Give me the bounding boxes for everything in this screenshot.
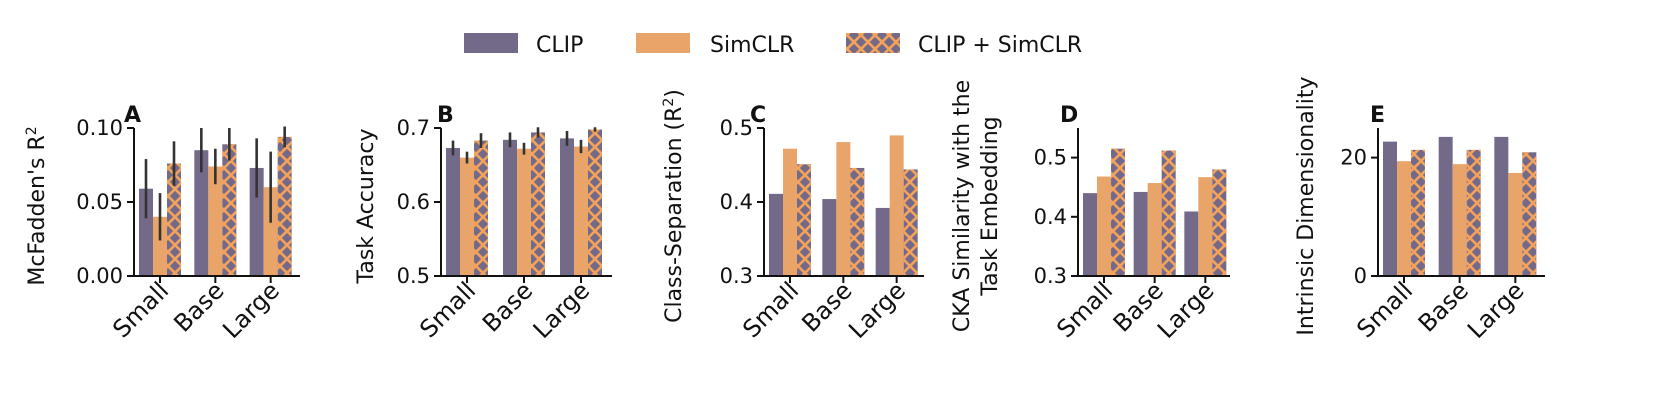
bar-d-simclr-small bbox=[1097, 176, 1111, 276]
bar-e-clip-small bbox=[1383, 141, 1397, 276]
bar-hatch-a-small bbox=[167, 163, 181, 276]
bar-b-clip-small bbox=[446, 147, 460, 276]
bar-b-clip-base bbox=[503, 139, 517, 276]
bar-hatch-e-base bbox=[1466, 149, 1481, 276]
legend-label-clip: CLIP bbox=[536, 33, 583, 58]
bar-e-clip-base bbox=[1438, 136, 1453, 276]
y-axis-label-d: CKA Similarity with the bbox=[950, 80, 975, 332]
bar-c-clip-small bbox=[769, 193, 783, 276]
bar-d-clip-base bbox=[1133, 191, 1148, 276]
bar-d-simclr-base bbox=[1147, 183, 1162, 276]
y-tick-label-d-0: 0.3 bbox=[1034, 264, 1067, 288]
y-tick-label-d-2: 0.5 bbox=[1034, 146, 1067, 170]
bar-e-simclr-small bbox=[1397, 161, 1411, 276]
y-axis-label-line2-d: Task Embedding bbox=[978, 116, 1003, 296]
bar-b-simclr-base bbox=[517, 148, 531, 276]
y-tick-label-e-1: 20 bbox=[1340, 146, 1367, 170]
bar-hatch-d-large bbox=[1212, 169, 1227, 276]
bar-hatch-d-base bbox=[1161, 150, 1176, 276]
x-tick-label-b-base: Base bbox=[477, 276, 538, 337]
y-tick-label-a-0: 0.00 bbox=[76, 264, 123, 288]
panel-letter-e: E bbox=[1370, 103, 1385, 128]
bar-c-simclr-base bbox=[836, 142, 851, 276]
y-tick-label-d-1: 0.4 bbox=[1034, 205, 1067, 229]
bar-hatch-d-small bbox=[1111, 148, 1125, 276]
bar-b-simclr-small bbox=[460, 157, 474, 276]
bar-d-clip-large bbox=[1184, 211, 1199, 276]
y-tick-label-a-2: 0.10 bbox=[76, 116, 123, 140]
bar-a-clip-large bbox=[249, 167, 264, 276]
bar-hatch-b-large bbox=[588, 129, 602, 276]
y-axis-label-e: Intrinsic Dimensionality bbox=[1294, 76, 1319, 335]
y-tick-label-c-1: 0.4 bbox=[720, 190, 753, 214]
bar-hatch-e-small bbox=[1411, 149, 1425, 276]
bar-a-simclr-small bbox=[153, 216, 167, 276]
y-axis-label-suffix-c: ) bbox=[662, 89, 687, 98]
bar-hatch-b-base bbox=[531, 132, 545, 276]
bar-c-simclr-large bbox=[889, 135, 904, 276]
bar-e-simclr-base bbox=[1452, 164, 1467, 276]
bar-hatch-b-small bbox=[474, 140, 488, 276]
legend-item-simclr: SimCLR bbox=[636, 33, 794, 58]
bar-c-clip-large bbox=[875, 207, 890, 276]
x-tick-label-e-base: Base bbox=[1413, 276, 1474, 337]
y-tick-label-c-0: 0.3 bbox=[720, 264, 753, 288]
bar-e-simclr-large bbox=[1508, 172, 1523, 276]
bar-hatch-c-small bbox=[797, 164, 811, 276]
legend-label-simclr: SimCLR bbox=[710, 33, 794, 58]
bar-e-clip-large bbox=[1494, 136, 1509, 276]
legend-label-clip-simclr: CLIP + SimCLR bbox=[918, 33, 1082, 58]
y-axis-label-a: McFadden's R2 bbox=[24, 126, 50, 285]
x-tick-label-c-large: Large bbox=[843, 276, 911, 344]
bar-hatch-a-large bbox=[277, 136, 292, 276]
bar-hatch-e-large bbox=[1522, 152, 1537, 276]
y-tick-label-c-2: 0.5 bbox=[720, 116, 753, 140]
legend-item-clip-simclr: CLIP + SimCLR bbox=[846, 33, 1082, 58]
bar-hatch-a-base bbox=[222, 144, 237, 276]
legend-swatch-clip-simclr-hatch bbox=[846, 33, 900, 53]
x-tick-label-e-large: Large bbox=[1462, 276, 1530, 344]
bar-a-clip-small bbox=[139, 188, 153, 276]
y-axis-label-sup-a: 2 bbox=[24, 126, 40, 135]
bar-c-clip-base bbox=[822, 199, 837, 276]
panel-letter-c: C bbox=[750, 103, 766, 128]
legend-swatch-clip bbox=[464, 33, 518, 53]
panel-letter-b: B bbox=[437, 103, 454, 128]
bar-hatch-c-base bbox=[850, 167, 865, 276]
y-tick-label-e-0: 0 bbox=[1354, 264, 1367, 288]
x-tick-label-b-large: Large bbox=[528, 276, 596, 344]
legend: CLIP SimCLR CLIP + SimCLR bbox=[464, 33, 1082, 58]
bar-b-simclr-large bbox=[574, 146, 588, 276]
y-tick-label-b-0: 0.5 bbox=[397, 264, 430, 288]
x-tick-label-d-large: Large bbox=[1152, 276, 1220, 344]
bar-a-simclr-large bbox=[263, 187, 278, 276]
legend-item-clip: CLIP bbox=[464, 33, 583, 58]
y-tick-label-b-1: 0.6 bbox=[397, 190, 430, 214]
y-axis-label-sup-c: 2 bbox=[661, 98, 677, 107]
bar-d-clip-small bbox=[1083, 193, 1097, 276]
bar-a-simclr-base bbox=[208, 166, 223, 276]
bar-c-simclr-small bbox=[783, 148, 797, 276]
bar-a-clip-base bbox=[194, 150, 209, 276]
panel-letter-a: A bbox=[124, 103, 141, 128]
bar-d-simclr-large bbox=[1198, 177, 1213, 276]
y-axis-label-c: Class-Separation (R2) bbox=[661, 89, 687, 323]
bar-b-clip-large bbox=[560, 138, 574, 276]
y-axis-label-b: Task Accuracy bbox=[354, 129, 379, 285]
bar-hatch-c-large bbox=[903, 169, 918, 276]
panel-letter-d: D bbox=[1060, 103, 1078, 128]
y-tick-label-a-1: 0.05 bbox=[76, 190, 123, 214]
x-tick-label-a-large: Large bbox=[217, 276, 285, 344]
y-tick-label-b-2: 0.7 bbox=[397, 116, 430, 140]
legend-swatch-simclr bbox=[636, 33, 690, 53]
